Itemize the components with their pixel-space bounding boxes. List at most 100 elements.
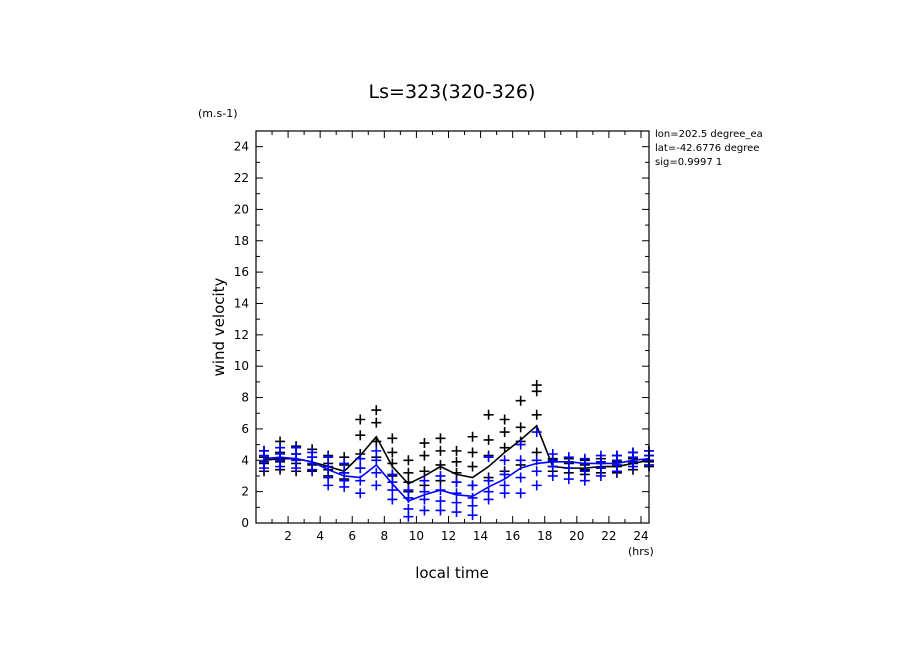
data-point-plus [499,442,510,453]
y-tick-label: 14 [234,296,249,310]
data-point-plus [355,463,366,474]
data-point-plus [579,475,590,486]
x-axis-title: local time [415,564,489,582]
data-point-plus [291,442,302,453]
y-tick-label: 12 [234,328,249,342]
data-point-plus [467,431,478,442]
data-point-plus [451,497,462,508]
data-point-plus [483,475,494,486]
x-tick-label: 10 [409,529,424,543]
data-marks [259,380,654,522]
data-point-plus [515,488,526,499]
data-point-plus [355,430,366,441]
y-tick-label: 0 [241,516,249,530]
info-line: lat=-42.6776 degree [655,143,759,154]
data-point-plus [435,445,446,456]
data-point-plus [547,449,558,460]
y-tick-label: 2 [241,485,249,499]
y-tick-label: 10 [234,359,249,373]
data-point-plus [531,466,542,477]
data-point-plus [387,447,398,458]
x-tick-label: 24 [633,529,648,543]
data-point-plus [419,466,430,477]
data-point-plus [387,494,398,505]
y-tick-label: 6 [241,422,249,436]
series-1 [259,427,654,522]
data-point-plus [483,434,494,445]
data-point-plus [483,409,494,420]
data-point-plus [419,505,430,516]
data-point-plus [499,427,510,438]
x-tick-label: 14 [473,529,488,543]
x-tick-label: 20 [569,529,584,543]
data-point-plus [499,414,510,425]
data-point-plus [371,467,382,478]
y-tick-label: 8 [241,391,249,405]
data-point-plus [467,447,478,458]
x-tick-label: 16 [505,529,520,543]
data-point-plus [371,417,382,428]
data-point-plus [499,480,510,491]
data-point-plus [515,422,526,433]
data-point-plus [467,510,478,521]
data-point-plus [547,470,558,481]
data-point-plus [611,450,622,461]
data-point-plus [451,507,462,518]
y-unit-label: (m.s-1) [198,107,238,120]
data-point-plus [515,395,526,406]
data-point-plus [499,455,510,466]
data-point-plus [483,452,494,463]
y-tick-label: 20 [234,202,249,216]
data-point-plus [499,469,510,480]
data-point-plus [323,472,334,483]
data-point-plus [307,447,318,458]
data-point-plus [531,427,542,438]
data-point-plus [435,496,446,507]
data-point-plus [595,450,606,461]
x-tick-label: 22 [601,529,616,543]
x-tick-label: 8 [381,529,389,543]
data-point-plus [435,505,446,516]
data-point-plus [275,442,286,453]
info-line: lon=202.5 degree_ea [655,129,763,140]
data-point-plus [483,486,494,497]
data-point-plus [435,470,446,481]
data-point-plus [515,439,526,450]
data-point-plus [355,488,366,499]
y-tick-label: 18 [234,234,249,248]
x-tick-label: 4 [316,529,324,543]
data-point-plus [403,467,414,478]
x-unit-label: (hrs) [628,545,654,558]
data-point-plus [515,472,526,483]
data-point-plus [419,450,430,461]
data-point-plus [627,447,638,458]
y-tick-label: 22 [234,171,249,185]
data-point-plus [371,445,382,456]
y-tick-label: 4 [241,453,249,467]
info-panel: lon=202.5 degree_ea lat=-42.6776 degree si… [655,129,763,168]
data-point-plus [371,480,382,491]
data-point-plus [467,492,478,503]
data-point-plus [419,438,430,449]
x-tick-label: 18 [537,529,552,543]
data-point-plus [323,452,334,463]
plot-frame [255,130,650,524]
data-point-plus [371,405,382,416]
data-point-plus [531,409,542,420]
x-tick-label: 12 [441,529,456,543]
data-point-plus [531,480,542,491]
data-point-plus [451,445,462,456]
data-point-plus [387,433,398,444]
series-mean-line [263,456,650,502]
data-point-plus [451,477,462,488]
data-point-plus [403,503,414,514]
data-point-plus [435,459,446,470]
chart-title: Ls=323(320-326) [369,81,536,103]
data-point-plus [563,474,574,485]
x-axis-ticks: 2 4 6 8 10 12 14 16 18 20 22 24 [271,131,649,543]
data-point-plus [355,414,366,425]
y-tick-label: 24 [234,140,249,154]
y-axis-title: wind velocity [210,277,228,376]
